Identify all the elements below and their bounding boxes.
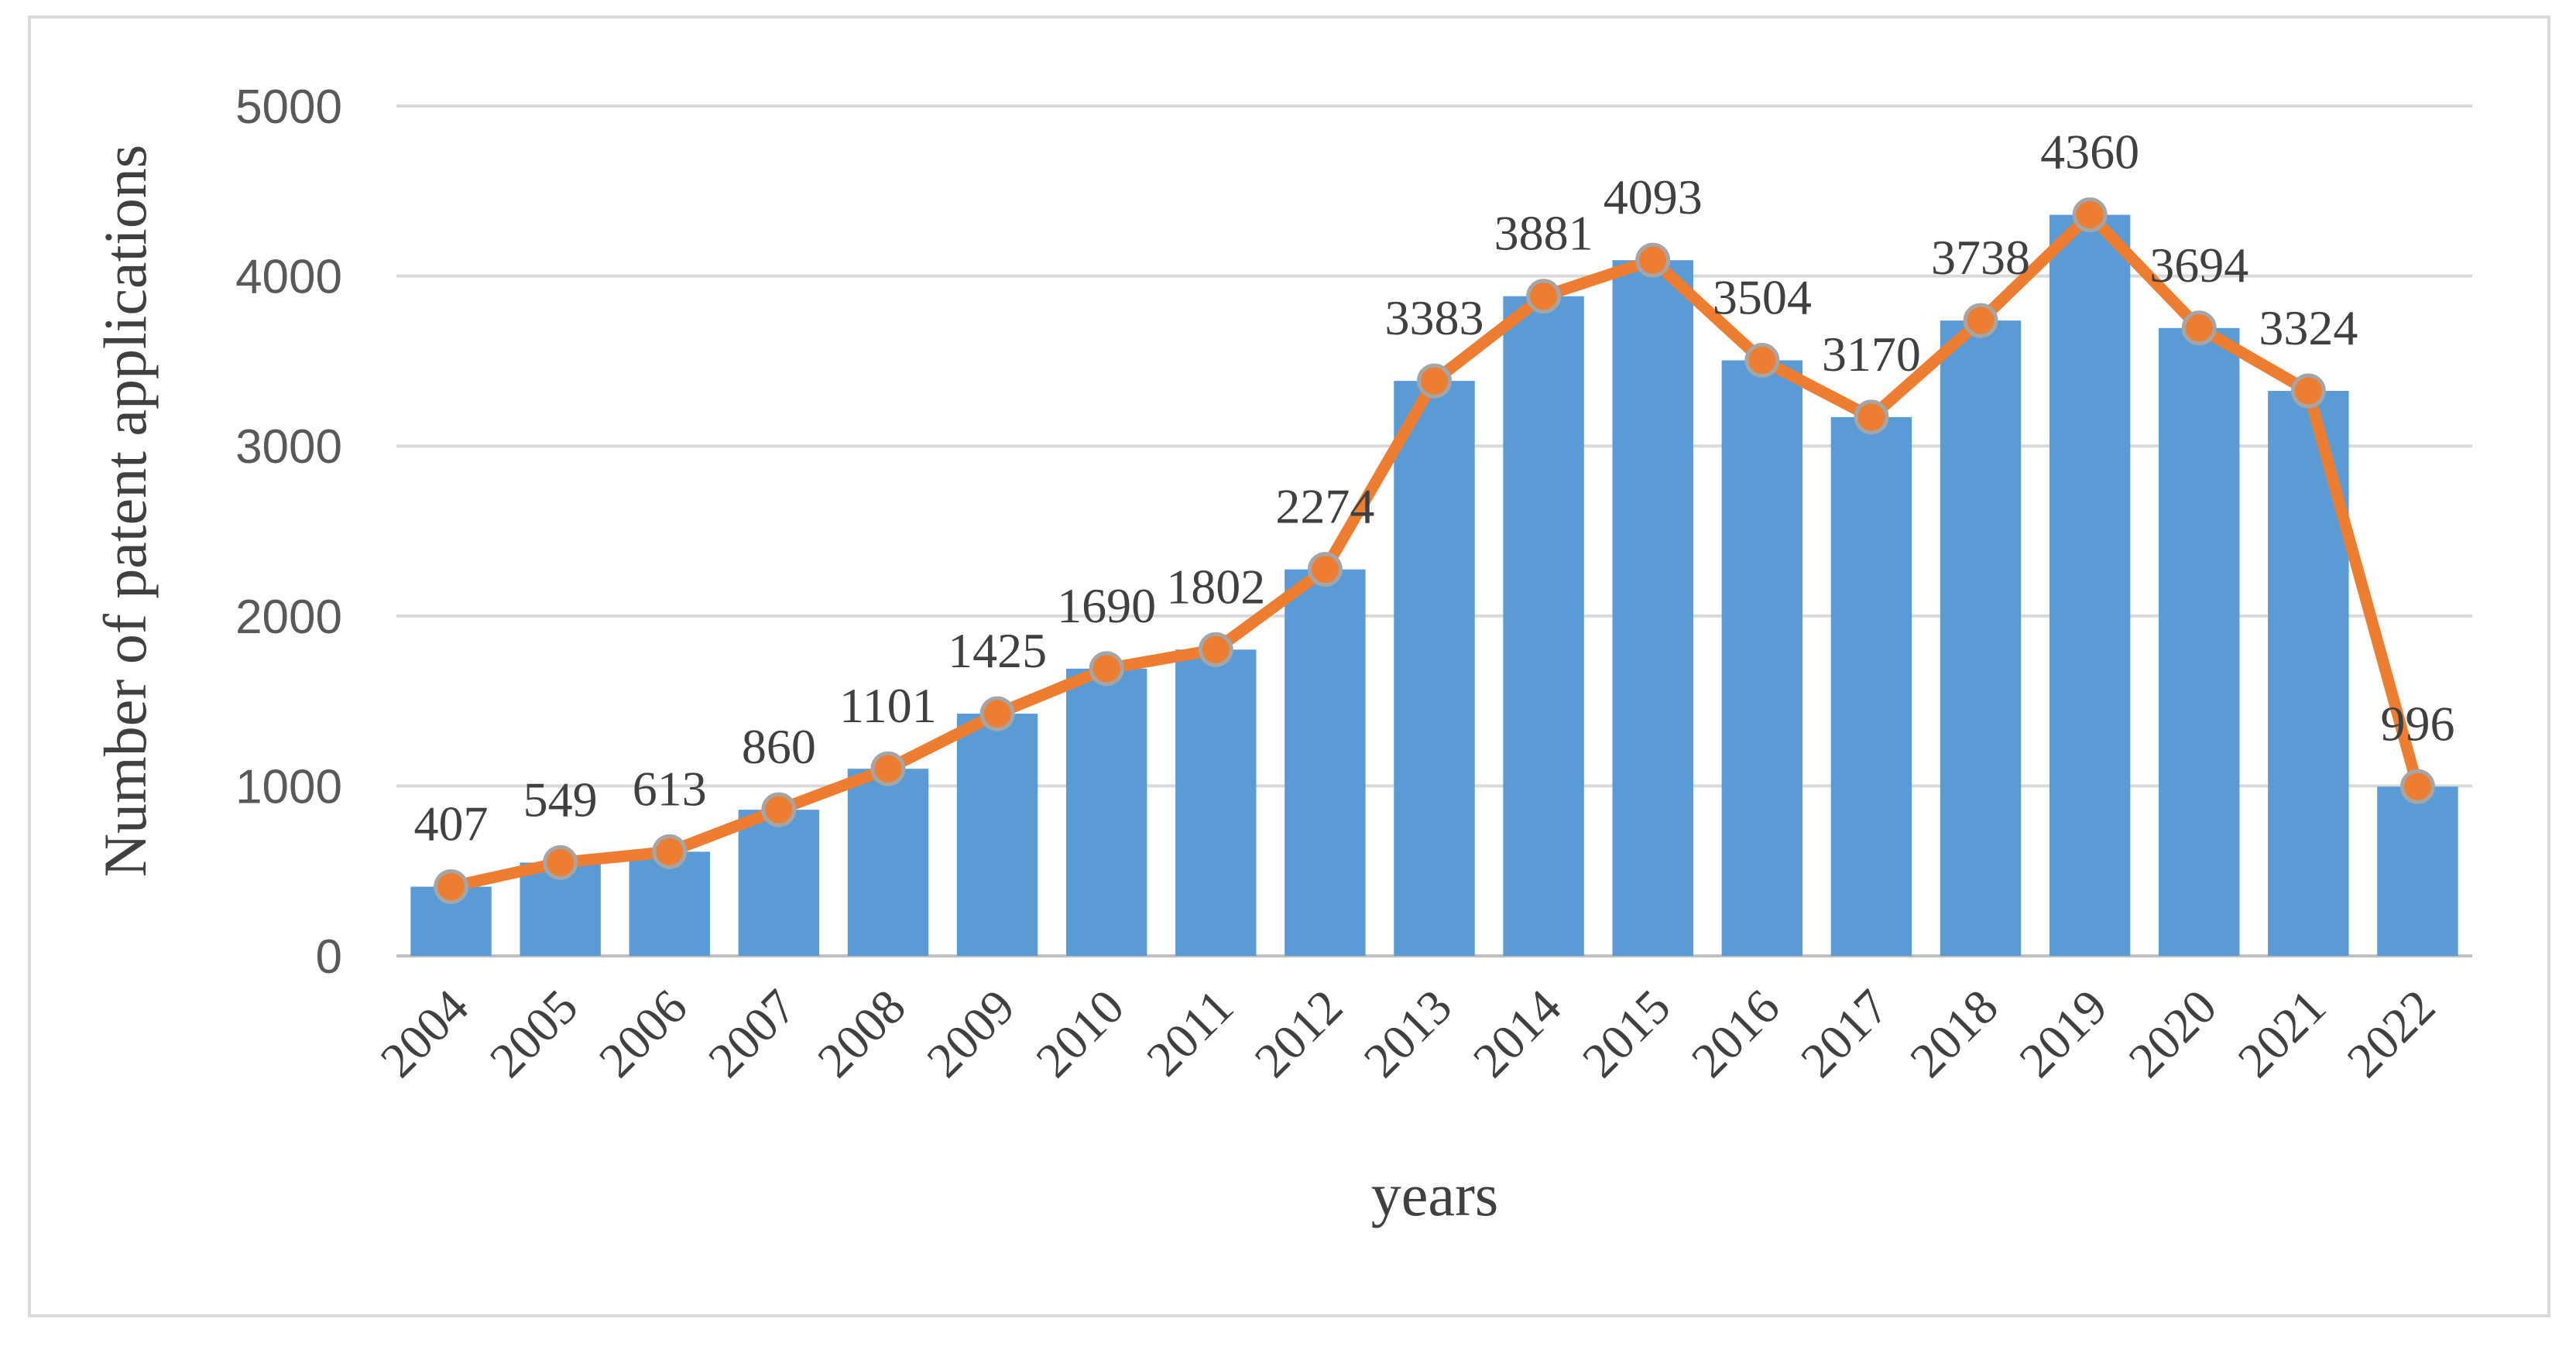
bar-2013 — [1394, 381, 1475, 956]
marker-2016 — [1744, 343, 1780, 378]
bar-2019 — [2049, 214, 2131, 956]
marker-2006 — [652, 834, 688, 869]
y-tick-label: 5000 — [235, 80, 342, 134]
marker-2010 — [1089, 651, 1124, 687]
bar-2012 — [1285, 569, 1366, 956]
data-label-2004: 407 — [414, 796, 489, 851]
marker-2004 — [434, 869, 469, 905]
data-label-2020: 3694 — [2149, 238, 2248, 293]
bar-2010 — [1065, 668, 1147, 956]
bar-2008 — [847, 769, 929, 956]
data-label-2009: 1425 — [948, 623, 1047, 678]
y-tick-label: 3000 — [235, 420, 342, 474]
bar-2014 — [1503, 296, 1584, 956]
bar-series — [410, 214, 2458, 957]
marker-2007 — [761, 792, 797, 827]
bar-2018 — [1940, 320, 2022, 956]
data-label-2022: 996 — [2380, 696, 2454, 751]
bar-2007 — [738, 810, 820, 956]
y-axis-title: Number of patent applications — [91, 145, 159, 878]
marker-2008 — [870, 751, 906, 786]
data-label-2017: 3170 — [1822, 327, 1921, 382]
data-label-2007: 860 — [742, 719, 816, 774]
marker-2009 — [979, 696, 1015, 731]
bar-2017 — [1830, 416, 1912, 956]
bar-2011 — [1175, 649, 1257, 956]
marker-2020 — [2181, 310, 2217, 346]
marker-2011 — [1198, 632, 1233, 667]
data-label-2013: 3383 — [1385, 290, 1484, 345]
y-axis-ticks: 0 1000 2000 3000 4000 5000 — [235, 80, 342, 984]
marker-2013 — [1417, 363, 1452, 399]
marker-2021 — [2290, 373, 2326, 409]
data-label-2018: 3738 — [1931, 230, 2030, 285]
marker-2017 — [1854, 399, 1889, 435]
data-label-2014: 3881 — [1494, 206, 1593, 261]
marker-2005 — [543, 844, 578, 880]
data-label-2016: 3504 — [1713, 270, 1812, 325]
data-label-2008: 1101 — [839, 678, 937, 733]
x-axis-title: years — [1371, 1161, 1499, 1228]
y-tick-label: 1000 — [235, 760, 342, 813]
bar-2015 — [1612, 260, 1693, 956]
marker-2018 — [1963, 303, 1998, 338]
y-tick-label: 4000 — [235, 251, 342, 304]
data-label-2015: 4093 — [1604, 170, 1703, 224]
marker-2012 — [1307, 552, 1343, 587]
marker-2022 — [2399, 769, 2435, 804]
line-markers — [434, 197, 2435, 905]
bar-2020 — [2159, 327, 2240, 956]
marker-2015 — [1635, 242, 1671, 278]
bar-2022 — [2377, 786, 2458, 956]
marker-2019 — [2072, 197, 2108, 233]
bar-2016 — [1721, 360, 1803, 956]
y-tick-label: 2000 — [235, 591, 342, 644]
data-label-2011: 1802 — [1166, 559, 1265, 614]
data-label-2010: 1690 — [1057, 578, 1156, 633]
data-label-2021: 3324 — [2259, 300, 2358, 355]
marker-2014 — [1526, 279, 1562, 314]
bar-2009 — [956, 714, 1038, 956]
data-label-2006: 613 — [633, 761, 707, 816]
data-label-2019: 4360 — [2040, 125, 2139, 180]
data-label-2012: 2274 — [1275, 479, 1374, 534]
y-tick-label: 0 — [316, 930, 342, 984]
data-label-2005: 549 — [523, 772, 598, 827]
